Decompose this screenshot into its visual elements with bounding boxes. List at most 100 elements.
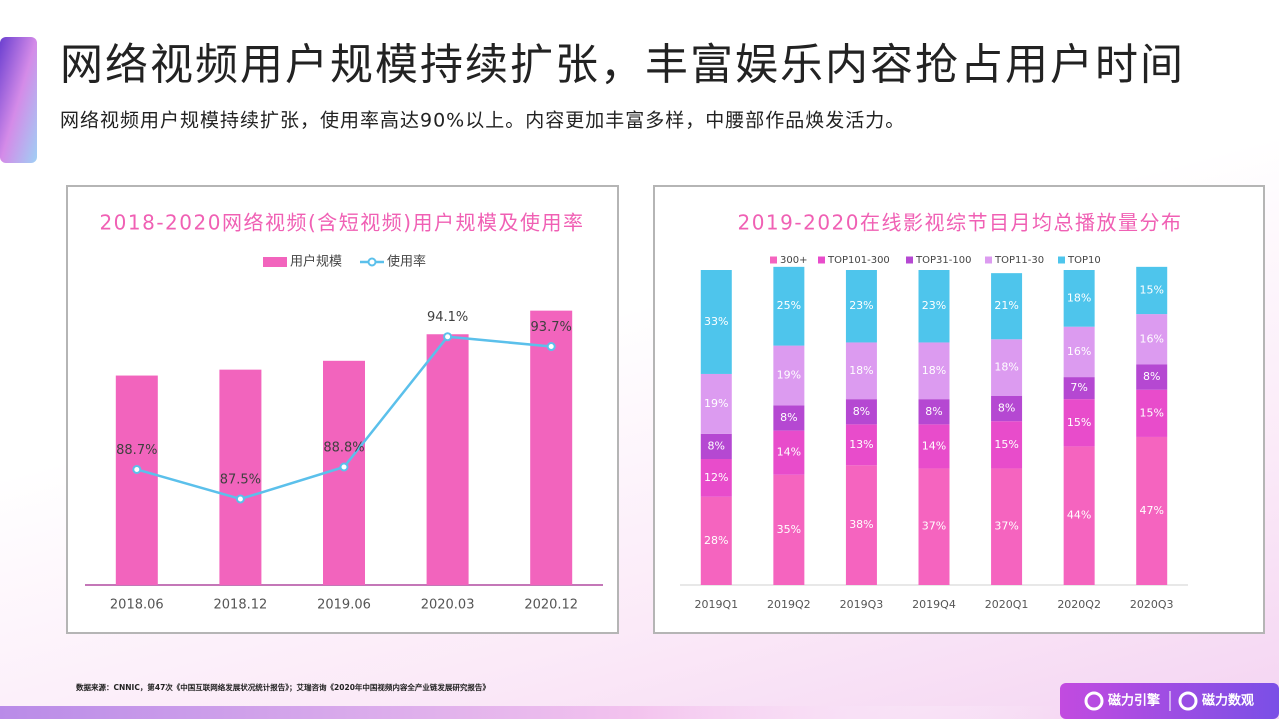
data-label: 19% [704, 397, 728, 410]
x-tick-label: 2019Q3 [840, 598, 884, 611]
data-label: 19% [777, 369, 801, 382]
x-tick-label: 2020Q3 [1130, 598, 1174, 611]
data-label: 28% [704, 534, 728, 547]
data-label: 23% [922, 299, 946, 312]
legend-swatch [263, 257, 287, 267]
bar [426, 334, 469, 585]
data-label: 12% [704, 471, 728, 484]
x-tick-label: 2019.06 [317, 598, 371, 613]
bar [1063, 270, 1095, 327]
decoration [0, 37, 37, 163]
bar [845, 424, 877, 466]
x-tick-label: 2020.03 [421, 598, 475, 613]
bar [773, 474, 805, 585]
x-tick-label: 2020Q1 [985, 598, 1029, 611]
bar [918, 399, 950, 425]
logo-text: 磁力数观 [1202, 693, 1254, 709]
data-label: 93.7% [531, 320, 572, 335]
x-tick-label: 2018.06 [110, 598, 164, 613]
data-label: 87.5% [220, 472, 261, 487]
data-label: 18% [1067, 291, 1091, 304]
bar [700, 373, 732, 434]
bar [1136, 266, 1168, 315]
data-label: 8% [708, 439, 725, 452]
bar [1136, 364, 1168, 390]
bar [773, 266, 805, 346]
data-label: 8% [925, 405, 942, 418]
bar [700, 270, 732, 374]
data-label: 23% [849, 299, 873, 312]
data-label: 8% [1143, 370, 1160, 383]
data-label: 13% [849, 438, 873, 451]
data-label: 16% [1139, 332, 1163, 345]
data-label: 18% [922, 364, 946, 377]
data-label: 15% [994, 438, 1018, 451]
x-tick-label: 2019Q4 [912, 598, 956, 611]
bar [1136, 436, 1168, 585]
legend-swatch [1058, 256, 1065, 264]
data-label: 94.1% [427, 310, 468, 325]
legend-swatch [818, 256, 825, 264]
x-tick-label: 2020.12 [524, 598, 578, 613]
bar [323, 360, 365, 585]
bar [991, 273, 1023, 340]
source-note: 数据来源：CNNIC，第47次《中国互联网络发展状况统计报告》；艾瑞咨询《202… [76, 682, 490, 693]
logo-icon [1084, 691, 1104, 711]
line-point [235, 494, 245, 504]
chart-title: 2018-2020网络视频(含短视频)用户规模及使用率 [99, 211, 584, 235]
x-tick-label: 2018.12 [214, 598, 268, 613]
logo-text: 磁力引擎 [1108, 693, 1160, 709]
data-label: 33% [704, 315, 728, 328]
data-label: 25% [777, 299, 801, 312]
chart-title: 2019-2020在线影视综节目月均总播放量分布 [737, 211, 1182, 235]
bar [845, 342, 877, 400]
bar [918, 468, 950, 585]
bar [700, 496, 732, 585]
slide-subtitle: 网络视频用户规模持续扩张，使用率高达90%以上。内容更加丰富多样，中腰部作品焕发… [60, 110, 905, 132]
data-label: 14% [777, 446, 801, 459]
data-label: 38% [849, 518, 873, 531]
bar [1136, 314, 1168, 365]
bar [845, 270, 877, 343]
data-label: 8% [780, 411, 797, 424]
legend-marker [367, 257, 377, 267]
bar [773, 430, 805, 475]
data-label: 47% [1139, 504, 1163, 517]
data-label: 44% [1067, 509, 1091, 522]
x-tick-label: 2019Q2 [767, 598, 811, 611]
data-label: 37% [994, 520, 1018, 533]
data-label: 37% [922, 520, 946, 533]
bar [1063, 377, 1095, 400]
bar [1063, 399, 1095, 447]
bar [1063, 446, 1095, 585]
bar [845, 399, 877, 425]
bar [918, 342, 950, 400]
bar [773, 345, 805, 406]
bar [530, 310, 573, 585]
data-label: 14% [922, 439, 946, 452]
bar [991, 468, 1023, 585]
data-label: 15% [1139, 283, 1163, 296]
bar [115, 375, 158, 585]
bar [1136, 389, 1168, 437]
bar [773, 405, 805, 431]
legend-swatch [985, 256, 992, 264]
data-label: 8% [853, 405, 870, 418]
legend-label: TOP11-30 [994, 255, 1044, 266]
legend-label: 使用率 [387, 254, 426, 270]
legend-label: TOP10 [1067, 255, 1101, 266]
data-label: 15% [1139, 406, 1163, 419]
bar [991, 396, 1023, 422]
data-label: 88.7% [116, 443, 157, 458]
line-point [339, 462, 349, 472]
bar [845, 465, 877, 585]
data-label: 7% [1070, 381, 1087, 394]
bar [219, 369, 262, 585]
bar [700, 459, 732, 497]
data-label: 21% [994, 299, 1018, 312]
legend-swatch [770, 256, 777, 264]
legend-label: TOP101-300 [827, 255, 890, 266]
bar [991, 339, 1023, 396]
line-point [443, 332, 453, 342]
